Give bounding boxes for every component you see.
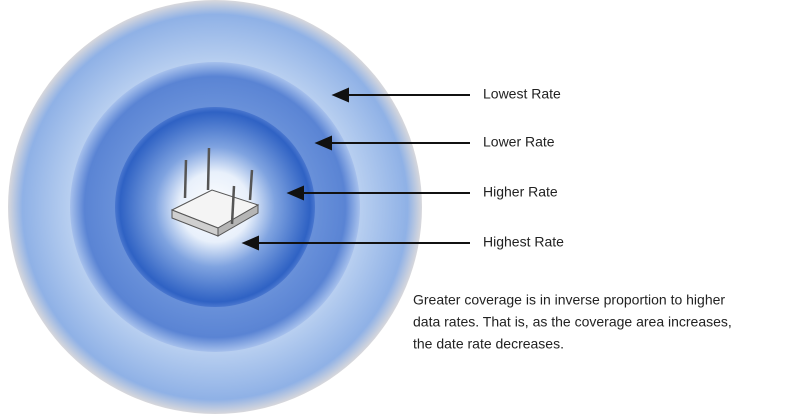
note-line: the date rate decreases. [413, 336, 564, 352]
rate-label: Higher Rate [483, 184, 558, 200]
note-line: data rates. That is, as the coverage are… [413, 314, 732, 330]
rate-label: Highest Rate [483, 234, 564, 250]
rate-label: Lower Rate [483, 134, 555, 150]
note-line: Greater coverage is in inverse proportio… [413, 292, 725, 308]
rate-label: Lowest Rate [483, 86, 561, 102]
diagram: Lowest Rate Lower Rate Higher Rate Highe… [0, 0, 790, 414]
